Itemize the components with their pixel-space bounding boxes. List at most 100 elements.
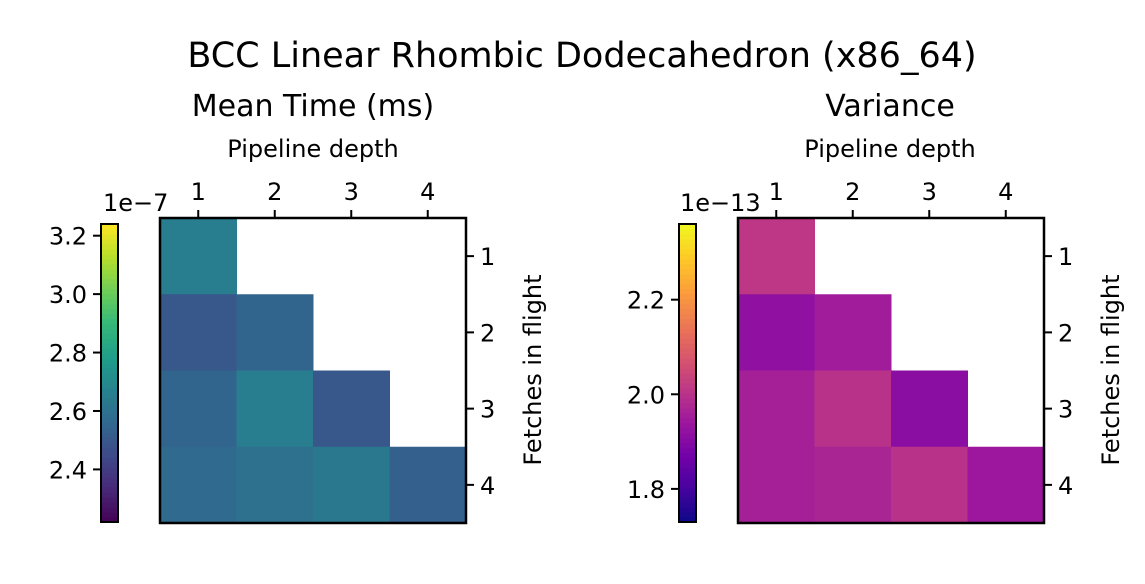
y-tick-label: 1 [1058,243,1073,271]
colorbar-segment [679,437,696,444]
x-tick-label: 4 [420,178,435,206]
colorbar-segment [679,407,696,414]
colorbar-segment [101,452,118,459]
colorbar-segment [101,224,118,230]
colorbar-segment [101,338,118,344]
colorbar-frame [678,223,697,523]
colorbar-segment [679,467,696,473]
mean-time-frame [158,216,468,525]
colorbar-segment [679,243,696,250]
heatmap-cell [236,370,314,448]
colorbar-segment [679,472,696,478]
heatmap-cell [160,446,237,524]
colorbar-segment [679,363,696,369]
colorbar-segment [679,457,696,463]
x-tick-label: 2 [845,178,860,206]
colorbar-segment [679,308,696,314]
colorbar-segment [101,487,118,493]
colorbar-segment [101,348,118,354]
colorbar-segment [101,368,118,374]
x-tick-label: 1 [769,178,784,206]
heatmap-cell [891,370,968,448]
colorbar-segment [679,224,696,230]
colorbar-segment [101,507,118,513]
colorbar-segment [679,382,696,389]
colorbar-segment [101,228,118,235]
colorbar-segment [101,248,118,255]
colorbar-segment [679,497,696,503]
colorbar-segment [101,407,118,414]
colorbar-segment [679,417,696,424]
y-tick-label: 4 [1058,472,1073,500]
colorbar-segment [101,417,118,424]
mean-time-yticks: 1 2 3 4 [466,243,495,500]
colorbar-segment [679,303,696,310]
colorbar-segment [101,447,118,454]
colorbar-segment [679,258,696,265]
heatmap-cell [313,446,390,524]
colorbar-segment [101,427,118,434]
colorbar-segment [679,422,696,429]
colorbar-frame [100,223,119,523]
colorbar-segment [101,363,118,369]
colorbar-segment [101,502,118,508]
colorbar-segment [101,298,118,305]
x-tick-label: 3 [344,178,359,206]
colorbar-segment [679,338,696,344]
colorbar-segment [101,373,118,379]
colorbar-segment [679,427,696,434]
y-tick-label: 4 [480,472,495,500]
colorbar-segment [101,258,118,265]
colorbar-segment [101,477,118,483]
x-tick-label: 3 [922,178,937,206]
heatmap-cell [814,370,892,448]
colorbar-segment [679,228,696,235]
mean-time-colorbar-ticks: 2.4 2.6 2.8 3.0 3.2 [49,223,101,484]
heatmap-cell [160,370,237,448]
colorbar-segment [101,382,118,389]
variance-xticks: 1 2 3 4 [769,178,1013,218]
colorbar-segment [679,358,696,364]
colorbar-segment [101,512,118,518]
colorbar-segment [679,512,696,518]
colorbar-segment [101,293,118,300]
colorbar-tick-label: 3.2 [49,223,87,251]
colorbar-segment [679,492,696,498]
variance-colorbar-ticks: 1.8 2.0 2.2 [627,287,679,504]
x-tick-label: 4 [998,178,1013,206]
heatmap-cell [814,446,892,524]
x-tick-label: 1 [191,178,206,206]
colorbar-segment [101,303,118,310]
colorbar-segment [679,517,696,523]
colorbar-segment [679,288,696,295]
y-tick-label: 1 [480,243,495,271]
y-tick-label: 2 [1058,319,1073,347]
heatmap-cell [738,218,815,295]
x-tick-label: 2 [267,178,282,206]
colorbar-segment [679,368,696,374]
colorbar-segment [679,298,696,305]
colorbar-segment [101,358,118,364]
heatmap-cell [738,294,815,371]
colorbar-segment [679,377,696,384]
heatmap-cell [160,294,237,371]
colorbar-tick-label: 1.8 [627,476,665,504]
colorbar-segment [101,253,118,260]
colorbar-tick-label: 2.6 [49,398,87,426]
mean-time-title: Mean Time (ms) [192,89,435,124]
colorbar-segment [101,308,118,314]
colorbar-segment [101,273,118,280]
colorbar-segment [101,387,118,394]
colorbar-segment [101,412,118,419]
colorbar-segment [101,323,118,329]
colorbar-segment [679,333,696,339]
variance-ylabel: Fetches in flight [1097,274,1125,465]
heatmap-cell [738,370,815,448]
colorbar-segment [679,442,696,449]
colorbar-segment [101,313,118,319]
colorbar-segment [101,442,118,449]
colorbar-segment [679,353,696,359]
heatmap-cell [389,446,467,524]
colorbar-tick-label: 2.4 [49,456,87,484]
